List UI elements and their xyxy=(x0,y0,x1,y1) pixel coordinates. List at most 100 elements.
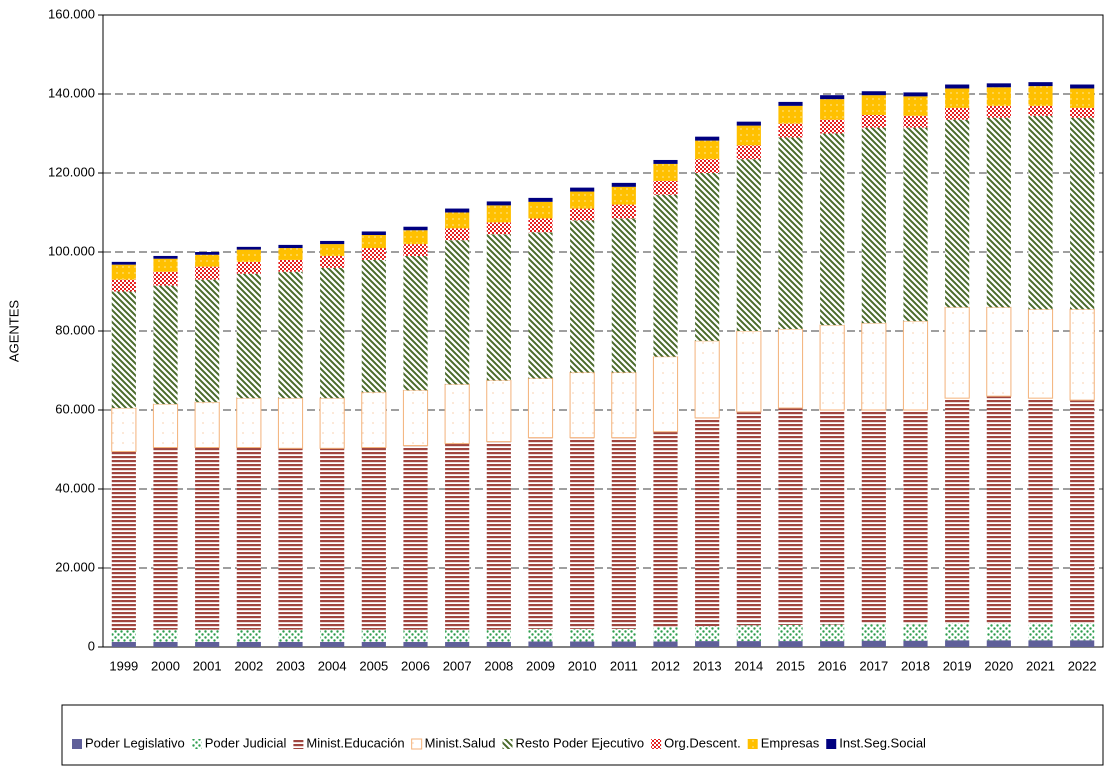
legend-swatch xyxy=(72,739,82,749)
legend-label: Poder Legislativo xyxy=(85,735,185,750)
bar-segment xyxy=(736,121,761,126)
bar-segment xyxy=(1070,88,1095,108)
bar-segment xyxy=(445,629,470,642)
y-tick-label: 100.000 xyxy=(48,243,95,258)
bar-segment xyxy=(361,641,386,647)
bar-segment xyxy=(111,641,136,647)
bar-segment xyxy=(611,218,636,373)
bar-segment xyxy=(320,255,345,268)
y-axis-label: AGENTES xyxy=(6,300,21,362)
bar-segment xyxy=(278,629,303,642)
bar-segment xyxy=(694,340,720,419)
bar-segment xyxy=(778,105,803,124)
legend-box xyxy=(61,704,1104,766)
y-tick-label: 140.000 xyxy=(48,85,95,100)
legend-swatch xyxy=(651,739,662,749)
bar-segment xyxy=(486,379,512,443)
bar-segment xyxy=(569,371,595,439)
y-tick-label: 80.000 xyxy=(55,322,95,337)
bar-segment xyxy=(528,197,553,202)
bar-segment xyxy=(1028,623,1053,641)
bar-segment xyxy=(528,628,553,642)
bar-segment xyxy=(528,218,553,233)
bar-segment xyxy=(278,259,303,272)
bar-segment xyxy=(986,83,1011,88)
bar-segment xyxy=(945,398,970,624)
bar-segment xyxy=(486,201,511,206)
bar-segment xyxy=(486,205,511,223)
bar-segment xyxy=(361,231,386,236)
y-tick-label: 120.000 xyxy=(48,164,95,179)
bar-segment xyxy=(153,255,178,259)
bar-segment xyxy=(1028,640,1053,647)
bar-segment xyxy=(236,629,261,642)
bar-segment xyxy=(736,125,761,146)
bar-segment xyxy=(528,232,553,379)
bar-segment xyxy=(778,641,803,647)
bar-segment xyxy=(903,115,928,128)
bar-segment xyxy=(195,447,220,630)
bar-segment xyxy=(820,133,845,326)
bar-segment xyxy=(361,391,387,449)
bar-segment xyxy=(986,640,1011,647)
bar-segment xyxy=(695,136,720,141)
bar-segment xyxy=(861,114,886,128)
bar-segment xyxy=(153,447,178,630)
bar-segment xyxy=(861,95,886,115)
bar-segment xyxy=(111,451,136,631)
bar-segment xyxy=(611,641,636,647)
legend-swatch xyxy=(191,739,202,749)
bar-segment xyxy=(152,403,179,449)
bar-segment xyxy=(528,201,553,219)
bar-segment xyxy=(653,641,678,647)
x-tick-label: 2013 xyxy=(693,658,722,673)
bar-segment xyxy=(486,441,511,630)
bar-segment xyxy=(861,322,887,411)
bar-segment xyxy=(986,117,1011,308)
legend-label: Inst.Seg.Social xyxy=(839,735,926,750)
bar-segment xyxy=(777,328,804,409)
bar-segment xyxy=(445,443,470,630)
x-tick-label: 2021 xyxy=(1026,658,1055,673)
bar-segment xyxy=(195,252,220,255)
bar-segment xyxy=(319,397,345,449)
bar-segment xyxy=(486,629,511,642)
bar-segment xyxy=(986,306,1012,397)
bar-segment xyxy=(736,145,761,160)
x-tick-label: 2020 xyxy=(984,658,1013,673)
bar-segment xyxy=(361,259,386,393)
bar-segment xyxy=(1027,308,1054,399)
bar-segment xyxy=(1028,398,1053,624)
bar-segment xyxy=(111,261,136,265)
bar-segment xyxy=(320,448,345,630)
bar-segment xyxy=(903,127,928,322)
bar-segment xyxy=(195,641,220,647)
bar-segment xyxy=(236,261,261,274)
bar-segment xyxy=(403,641,428,647)
bar-segment xyxy=(903,410,928,625)
x-tick-label: 2012 xyxy=(651,658,680,673)
x-tick-label: 2005 xyxy=(359,658,388,673)
x-tick-label: 2011 xyxy=(610,658,638,673)
bar-segment xyxy=(236,249,261,262)
bar-segment xyxy=(778,137,803,330)
bar-segment xyxy=(778,123,803,138)
bar-segment xyxy=(945,119,970,308)
bar-segment xyxy=(1070,84,1095,89)
bar-segment xyxy=(486,234,511,381)
bar-segment xyxy=(819,324,845,411)
bar-segment xyxy=(611,437,636,629)
bar-segment xyxy=(278,248,303,260)
bar-segment xyxy=(1028,82,1053,87)
bar-segment xyxy=(277,397,304,449)
bar-segment xyxy=(944,306,970,399)
bar-segment xyxy=(611,204,636,219)
bar-segment xyxy=(652,356,679,433)
x-tick-label: 2014 xyxy=(734,658,763,673)
bar-segment xyxy=(403,226,428,231)
bar-segment xyxy=(945,88,970,108)
bar-segment xyxy=(903,624,928,641)
bar-segment xyxy=(653,163,678,181)
bar-segment xyxy=(653,194,678,357)
bar-segment xyxy=(903,640,928,647)
